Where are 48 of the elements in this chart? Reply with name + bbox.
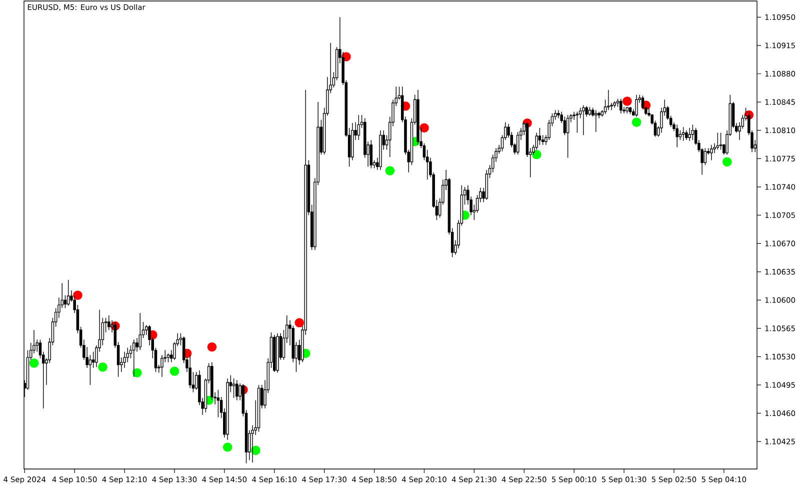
candlestick [676,124,678,148]
point [132,368,142,378]
point [29,358,39,368]
candlestick [210,362,214,400]
candlestick [276,332,279,374]
candlestick [236,380,238,401]
candlestick [60,282,64,308]
candlestick [710,144,713,161]
candlestick [582,104,585,136]
point [385,166,394,176]
candlestick [188,354,192,389]
point [532,150,542,160]
candlestick [251,425,254,463]
candlestick [738,122,741,140]
candlestick [594,110,598,132]
candlestick [379,130,382,170]
candlestick [548,119,550,140]
candlestick [660,107,663,134]
candlestick [58,297,60,318]
candlestick [108,315,110,330]
candlestick [351,122,354,161]
candlestick [198,370,201,406]
candlestick [136,338,138,352]
point [222,442,232,452]
point [207,342,217,352]
candlestick [226,378,229,440]
candlestick [86,346,88,368]
candlestick [492,154,494,173]
point [294,318,304,328]
point [632,118,642,127]
candlestick [607,90,610,110]
point [722,157,732,166]
candlestick [173,342,176,360]
point [420,123,429,132]
point [98,362,108,372]
point [73,290,82,300]
candlestick [713,142,716,154]
candlestick [598,111,600,119]
candlestick [685,130,688,140]
point [622,96,632,106]
candlestick [160,354,164,378]
candlestick [688,128,691,142]
candlestick [557,110,560,119]
candlestick [32,330,36,354]
candlestick [364,118,366,158]
point [170,366,180,376]
candlestick [416,90,420,146]
candlestick [123,351,126,368]
